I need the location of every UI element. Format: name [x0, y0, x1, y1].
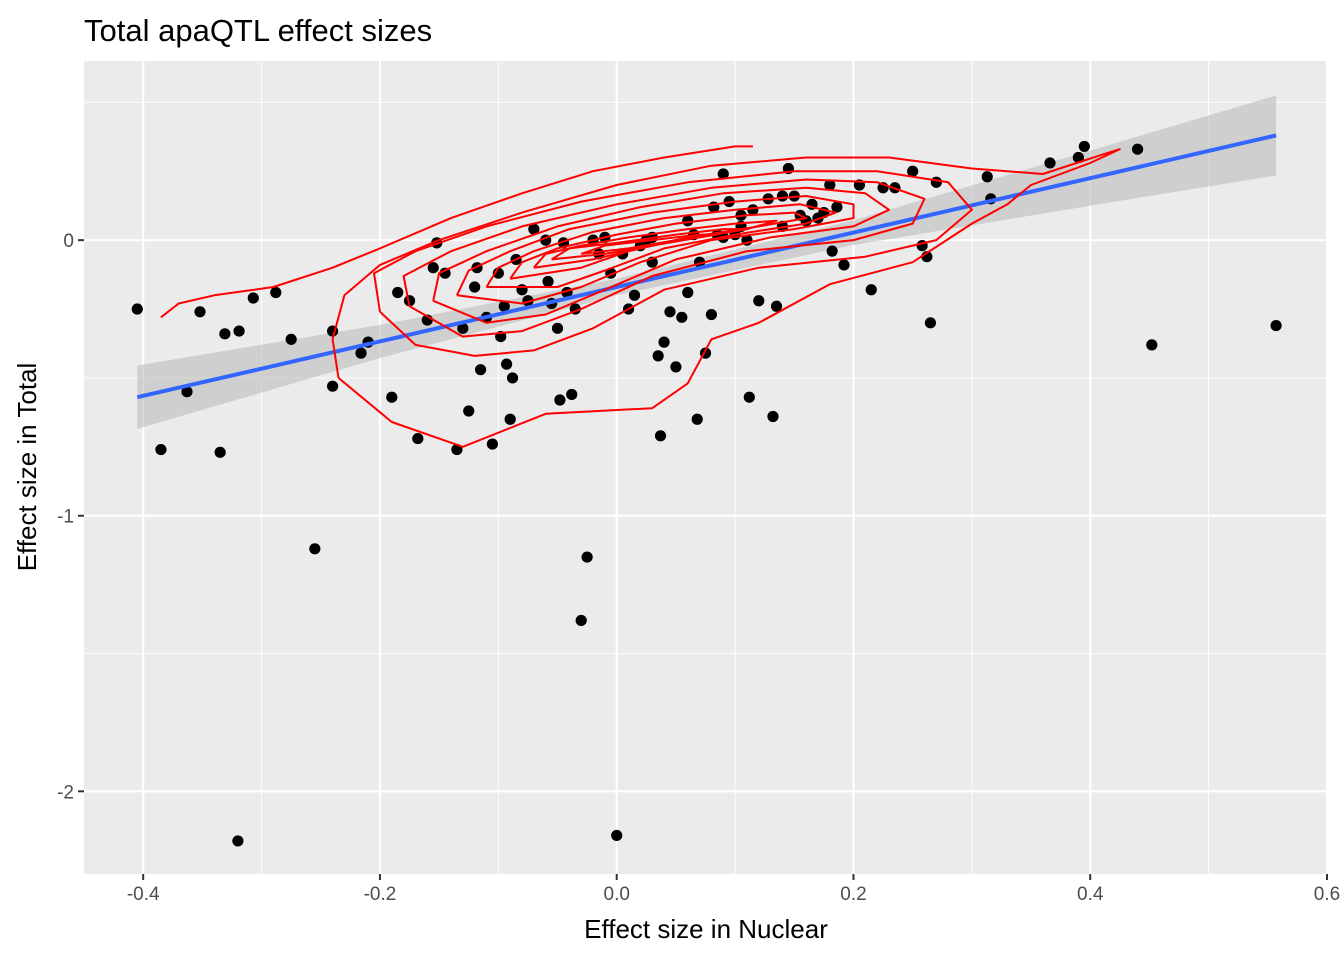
data-point	[676, 311, 688, 323]
data-point	[457, 322, 469, 334]
data-point	[838, 259, 850, 271]
data-point	[1270, 319, 1282, 332]
x-tick-label: 0.0	[604, 884, 630, 905]
data-point	[1131, 143, 1144, 155]
data-point	[753, 295, 765, 307]
data-point	[776, 190, 789, 202]
data-point	[270, 286, 282, 299]
data-point	[717, 168, 729, 180]
density-contour	[485, 203, 837, 288]
data-point	[747, 204, 759, 216]
data-point	[1044, 157, 1056, 169]
density-contour	[331, 148, 1121, 448]
data-point	[1072, 151, 1084, 164]
data-point	[551, 322, 564, 334]
data-point	[427, 262, 439, 274]
x-axis-ticks: -0.4 -0.2 0.0 0.2 0.4 0.6	[127, 874, 1340, 905]
data-point	[474, 364, 487, 376]
data-point	[501, 358, 513, 370]
data-point	[327, 380, 339, 392]
data-point	[1078, 140, 1090, 153]
data-point	[403, 295, 416, 307]
x-tick-label: 0.4	[1077, 884, 1104, 905]
data-point	[498, 300, 510, 312]
y-axis-ticks: -2 -1 0	[57, 231, 84, 803]
density-contour	[455, 195, 855, 305]
density-contour	[160, 145, 753, 319]
data-point	[865, 284, 877, 296]
data-point	[355, 347, 367, 359]
density-contour	[402, 178, 926, 338]
data-point	[219, 328, 231, 340]
data-point	[554, 394, 566, 406]
y-tick-label: -2	[57, 782, 74, 803]
data-point	[486, 438, 499, 450]
data-point	[181, 386, 193, 398]
data-point	[131, 303, 143, 315]
x-tick-label: -0.4	[127, 884, 160, 905]
density-contours	[160, 145, 1121, 448]
x-tick-label: 0.6	[1314, 884, 1340, 905]
data-point	[528, 223, 540, 235]
x-axis-title: Effect size in Nuclear	[584, 914, 828, 944]
data-point	[658, 336, 670, 348]
data-point	[930, 176, 942, 188]
major-gridlines	[84, 61, 1329, 874]
data-point	[628, 289, 641, 301]
data-point	[392, 286, 404, 299]
data-point	[705, 308, 718, 321]
data-point	[504, 413, 516, 425]
data-point	[824, 179, 836, 191]
data-point	[155, 443, 167, 456]
data-point	[214, 446, 226, 458]
data-point	[611, 829, 623, 842]
data-point	[469, 281, 481, 293]
data-point	[924, 317, 937, 329]
data-point	[682, 286, 694, 299]
data-point	[194, 306, 206, 318]
data-point	[691, 413, 703, 425]
data-point	[581, 551, 593, 563]
data-point	[654, 430, 667, 442]
data-point	[232, 835, 244, 847]
y-tick-label: 0	[63, 231, 74, 252]
x-tick-label: -0.2	[364, 884, 397, 905]
data-point	[981, 171, 993, 183]
data-point	[575, 614, 587, 627]
data-point	[767, 410, 779, 423]
data-point	[463, 405, 475, 417]
data-point	[652, 350, 664, 362]
chart-title: Total apaQTL effect sizes	[84, 13, 432, 48]
data-point	[670, 361, 682, 373]
data-point	[831, 201, 843, 213]
data-point	[826, 245, 838, 257]
x-tick-label: 0.2	[840, 884, 866, 905]
data-point	[566, 388, 578, 401]
density-contour	[373, 170, 973, 357]
data-point	[285, 333, 297, 345]
density-contour	[580, 233, 719, 255]
data-point	[247, 292, 259, 304]
data-point	[682, 215, 694, 227]
y-tick-label: -1	[57, 507, 74, 528]
data-point	[386, 391, 398, 403]
data-point	[309, 543, 321, 555]
data-point	[907, 165, 919, 177]
data-point	[516, 284, 528, 296]
regression-line	[136, 133, 1277, 400]
data-point	[412, 432, 424, 445]
data-point	[506, 372, 519, 384]
density-contour	[551, 228, 748, 261]
data-point	[451, 443, 463, 456]
data-point	[743, 391, 755, 403]
data-point	[542, 275, 554, 288]
data-point	[1146, 339, 1158, 351]
data-point	[770, 300, 783, 312]
data-point	[233, 325, 245, 337]
density-contour	[432, 186, 890, 324]
y-axis-title: Effect size in Total	[12, 363, 42, 572]
data-point	[664, 306, 676, 318]
data-point	[439, 267, 451, 279]
